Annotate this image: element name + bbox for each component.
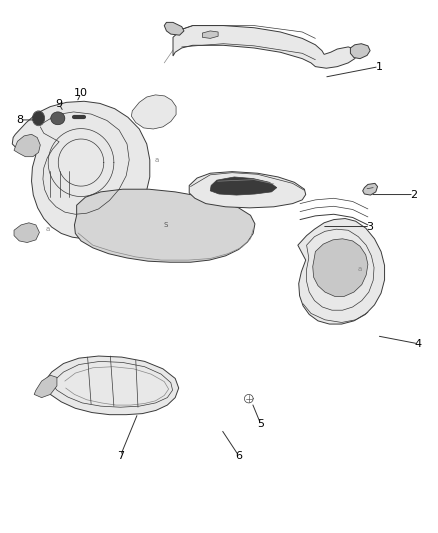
Text: 7: 7 <box>117 451 124 461</box>
Polygon shape <box>164 22 184 35</box>
Polygon shape <box>74 189 255 262</box>
Polygon shape <box>14 134 40 157</box>
Text: 3: 3 <box>367 222 374 231</box>
Polygon shape <box>189 172 306 208</box>
Text: 2: 2 <box>410 190 417 199</box>
Polygon shape <box>363 183 378 195</box>
Text: a: a <box>155 157 159 163</box>
Polygon shape <box>34 375 57 398</box>
Text: 1: 1 <box>375 62 382 71</box>
Text: 4: 4 <box>415 339 422 349</box>
Text: S: S <box>163 222 168 228</box>
Text: 8: 8 <box>16 115 23 125</box>
Ellipse shape <box>51 112 64 124</box>
Polygon shape <box>210 177 277 195</box>
Text: 5: 5 <box>257 419 264 429</box>
Text: 10: 10 <box>74 88 88 98</box>
Polygon shape <box>202 31 218 38</box>
Polygon shape <box>298 219 385 324</box>
Polygon shape <box>173 26 357 68</box>
Polygon shape <box>313 239 368 296</box>
Text: 6: 6 <box>235 451 242 461</box>
Polygon shape <box>350 44 370 59</box>
Polygon shape <box>131 95 176 129</box>
Circle shape <box>33 112 44 125</box>
Polygon shape <box>12 101 150 239</box>
Text: a: a <box>45 226 49 232</box>
Text: a: a <box>358 266 362 272</box>
Polygon shape <box>43 356 179 415</box>
Text: 9: 9 <box>56 99 63 109</box>
Polygon shape <box>14 223 39 243</box>
